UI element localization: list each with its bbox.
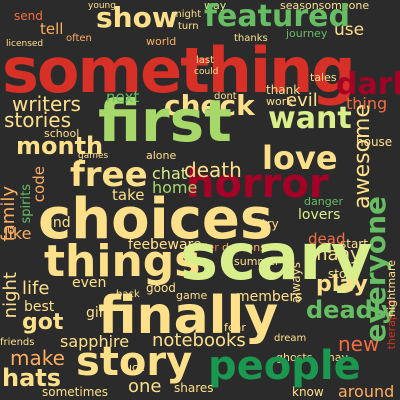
word-shares: shares: [174, 381, 214, 395]
word-luck: luck: [122, 361, 145, 374]
word-notebooks: notebooks: [152, 330, 246, 351]
word-dead: dead: [308, 230, 346, 248]
word-tales: tales: [310, 71, 337, 84]
word-work: work: [266, 95, 293, 108]
word-might: might: [172, 9, 202, 20]
word-many: many: [310, 244, 361, 265]
word-sometimes: sometimes: [42, 385, 109, 399]
word-scary: scary: [180, 221, 373, 295]
word-evil: evil: [286, 90, 318, 111]
word-last: last: [196, 55, 215, 66]
word-finally: finally: [98, 286, 279, 346]
word-home: home: [152, 178, 198, 197]
word-feel: feel: [128, 237, 155, 253]
word-life: life: [22, 278, 50, 299]
word-games: games: [78, 151, 109, 161]
word-school: school: [44, 127, 80, 140]
word-young: young: [88, 1, 116, 11]
word-way: way: [204, 0, 227, 12]
word-alone: alone: [146, 149, 177, 162]
word-best: best: [24, 299, 55, 315]
word-deadly: deadly: [306, 296, 397, 324]
word-hats: hats: [2, 364, 62, 392]
word-often: often: [66, 33, 92, 44]
word-could: could: [194, 67, 219, 77]
word-featured: featured: [204, 0, 350, 34]
word-members: members: [236, 289, 303, 305]
word-thanks: thanks: [234, 33, 268, 44]
word-start: start: [340, 237, 368, 251]
word-licensed: licensed: [6, 39, 44, 49]
word-friends: friends: [0, 337, 35, 348]
word-make: make: [10, 346, 65, 370]
word-store: store: [328, 267, 359, 281]
word-horror: horror: [186, 161, 329, 207]
word-love: love: [262, 139, 338, 177]
word-demons: demons: [222, 241, 266, 254]
word-seasonsomeone: seasonsomeone: [280, 0, 370, 12]
word-awesome: awesome: [350, 104, 375, 209]
word-ghosts: ghosts: [276, 351, 313, 364]
word-nightmare: nightmare: [385, 260, 398, 317]
word-something: something: [2, 34, 356, 107]
word-next: next: [106, 88, 140, 106]
word-always: always: [289, 262, 303, 304]
word-sapphire: sapphire: [60, 332, 130, 351]
word-stories: stories: [4, 108, 72, 132]
word-dream: dream: [274, 333, 307, 344]
word-may: may: [324, 351, 348, 364]
word-people: people: [208, 343, 361, 389]
word-beware: beware: [150, 237, 202, 253]
word-chat: chat: [152, 164, 188, 183]
word-game: game: [176, 289, 208, 302]
word-house: house: [356, 135, 393, 149]
word-tell: tell: [40, 20, 64, 38]
word-fear: fear: [224, 321, 246, 334]
word-journey: journey: [286, 27, 328, 40]
word-free: free: [70, 155, 148, 195]
word-got: got: [22, 310, 64, 335]
word-month: month: [16, 132, 104, 160]
word-writers: writers: [12, 92, 81, 116]
word-try: try: [262, 217, 279, 231]
word-back: back: [116, 289, 140, 300]
word-dark: dark: [336, 67, 400, 102]
word-thank: thank: [266, 83, 301, 97]
word-dont: dont: [214, 91, 237, 102]
word-story: story: [76, 339, 193, 385]
word-choices: choices: [38, 187, 274, 252]
word-like: like: [4, 224, 32, 243]
word-summer: summer: [234, 255, 280, 268]
word-find: find: [44, 215, 71, 231]
word-check: check: [164, 89, 255, 122]
word-one: one: [128, 376, 162, 397]
word-thing: thing: [346, 94, 388, 113]
word-first: first: [98, 87, 232, 155]
word-around: around: [338, 382, 395, 400]
word-new: new: [338, 332, 380, 356]
word-know: know: [292, 385, 324, 399]
word-even: even: [72, 275, 107, 291]
word-death: death: [184, 158, 242, 182]
word-night: night: [0, 272, 21, 319]
word-girl: girl: [86, 305, 109, 321]
word-world: world: [146, 35, 177, 48]
word-danger: danger: [304, 195, 343, 208]
word-good: good: [146, 281, 176, 295]
word-send: send: [14, 9, 43, 23]
word-spirits: spirits: [19, 184, 34, 224]
word-killer: killer: [192, 241, 219, 254]
word-take: take: [112, 186, 145, 204]
word-play: play: [316, 272, 368, 297]
word-turn: turn: [178, 21, 199, 32]
word-want: want: [268, 101, 352, 136]
word-use: use: [334, 20, 365, 40]
word-things: things: [44, 236, 201, 287]
word-lovers: lovers: [298, 207, 341, 223]
word-show: show: [96, 1, 178, 34]
